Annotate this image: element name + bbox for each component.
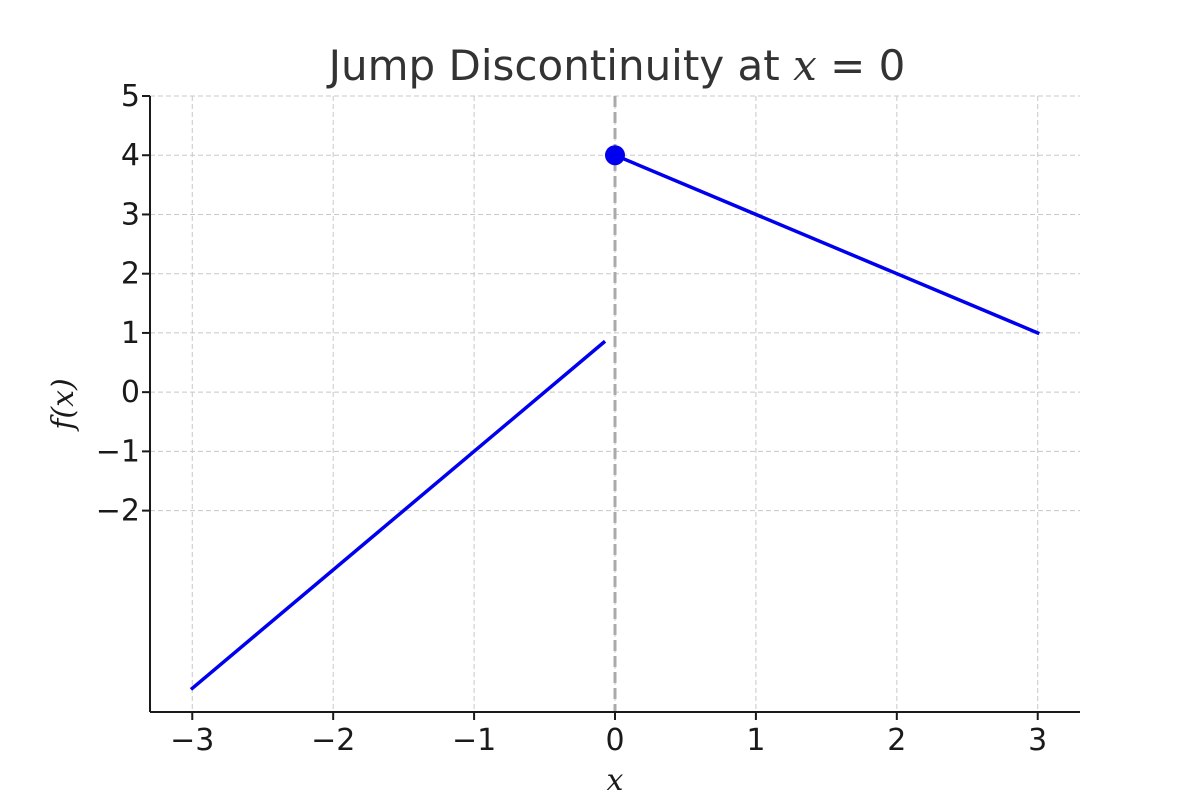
series-line-1 xyxy=(612,152,1040,336)
y-tick-label-3: 1 xyxy=(121,316,140,351)
chart-title: Jump Discontinuity at x = 0 xyxy=(326,41,906,90)
data-point-0 xyxy=(605,145,625,166)
x-tick-label-5: 2 xyxy=(887,723,906,758)
chart-title-variable: x xyxy=(793,41,817,90)
y-tick-label-4: 2 xyxy=(121,257,140,292)
tick-labels: −3 −2 −1 0 1 2 3 −2 −1 0 1 2 3 4 5 xyxy=(96,79,1048,758)
x-tick-label-4: 1 xyxy=(746,723,765,758)
x-tick-label-3: 0 xyxy=(605,723,624,758)
y-tick-label-1: −1 xyxy=(96,434,140,469)
x-tick-label-6: 3 xyxy=(1028,723,1047,758)
y-tick-label-7: 5 xyxy=(121,79,140,114)
x-tick-label-0: −3 xyxy=(170,723,214,758)
x-axis-label: x xyxy=(607,763,624,798)
y-tick-label-2: 0 xyxy=(121,375,140,410)
x-tick-label-2: −1 xyxy=(452,723,496,758)
y-tick-label-6: 4 xyxy=(121,138,140,173)
series-line-0 xyxy=(189,339,607,691)
chart-title-suffix: = 0 xyxy=(817,41,906,90)
series-layer xyxy=(189,152,1040,691)
y-tick-label-0: −2 xyxy=(96,494,140,529)
point-layer xyxy=(605,145,625,166)
x-tick-label-1: −2 xyxy=(311,723,355,758)
y-axis-label: f(x) xyxy=(46,378,81,431)
y-tick-label-5: 3 xyxy=(121,197,140,232)
chart-title-prefix: Jump Discontinuity at xyxy=(326,41,794,90)
axes-layer xyxy=(142,95,1080,720)
